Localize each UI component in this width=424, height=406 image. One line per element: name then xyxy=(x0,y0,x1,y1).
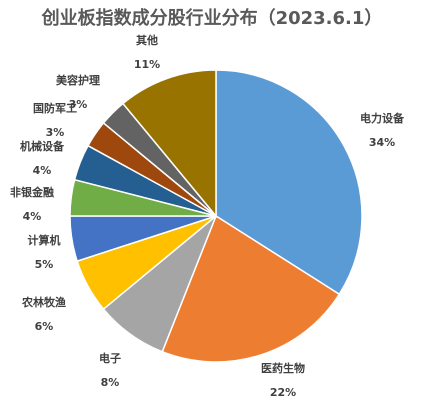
pie-labels: 电力设备 34% 医药生物 22% 电子 8% 农林牧渔 6% 计算机 5% 非银金融 4% 机械设备 4… xyxy=(10,33,405,399)
slice-label-2: 电子 xyxy=(99,351,121,365)
slice-label-1: 医药生物 xyxy=(261,361,305,375)
slice-value-6: 4% xyxy=(33,164,52,177)
slice-value-1: 22% xyxy=(270,386,296,399)
slice-label-7: 国防军工 xyxy=(33,101,77,115)
slice-label-8: 美容护理 xyxy=(56,73,100,87)
slice-label-9: 其他 xyxy=(136,33,158,47)
slice-label-3: 农林牧渔 xyxy=(21,295,66,309)
slice-value-7: 3% xyxy=(46,126,65,139)
slice-label-5: 非银金融 xyxy=(10,185,54,199)
pie-slice-1 xyxy=(161,214,341,363)
pie-slice-0 xyxy=(215,69,363,296)
slice-value-9: 11% xyxy=(134,58,160,71)
slice-value-3: 6% xyxy=(35,320,54,333)
chart-title: 创业板指数成分股行业分布（2023.6.1） xyxy=(41,7,383,29)
slice-label-0: 电力设备 xyxy=(360,111,405,125)
slice-value-4: 5% xyxy=(35,258,54,271)
slice-label-4: 计算机 xyxy=(28,233,61,247)
slice-value-0: 34% xyxy=(369,136,395,149)
slice-value-5: 4% xyxy=(23,210,42,223)
slice-value-8: 3% xyxy=(69,98,88,111)
pie-slice-9 xyxy=(121,69,217,219)
slice-value-2: 8% xyxy=(101,376,120,389)
pie-slices xyxy=(69,69,363,363)
slice-label-6: 机械设备 xyxy=(20,139,65,153)
